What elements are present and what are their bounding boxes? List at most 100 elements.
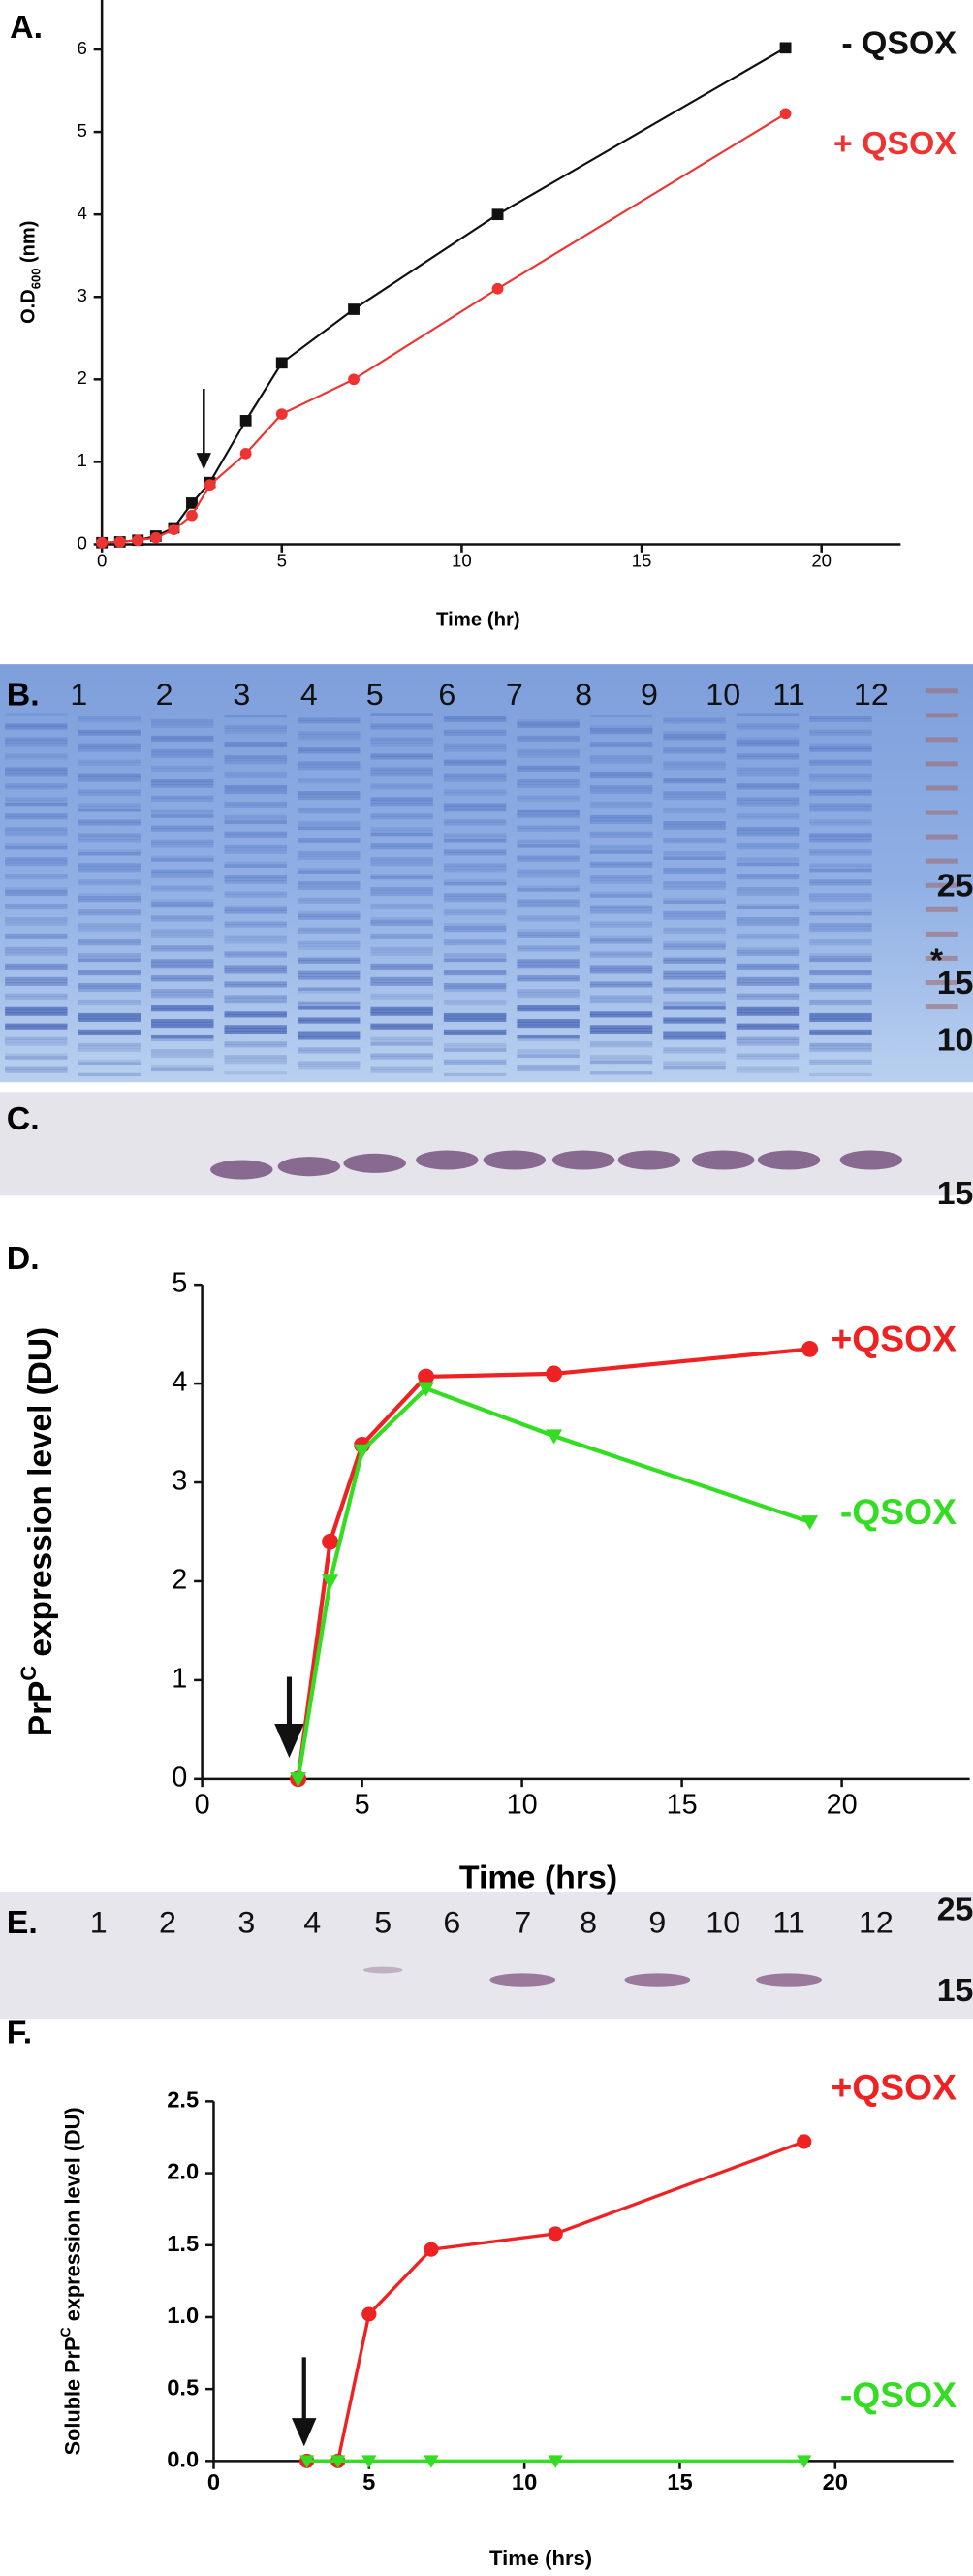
gel-band (5, 1066, 68, 1070)
gel-band (663, 731, 726, 735)
gel-band (370, 1042, 433, 1046)
x-tick-label: 15 (632, 551, 652, 571)
gel-band (151, 1007, 214, 1012)
gel-band (517, 1049, 580, 1053)
gel-band (517, 975, 580, 979)
gel-band (151, 748, 214, 753)
size-marker: 10 (937, 1023, 973, 1059)
gel-band (517, 964, 580, 969)
gel-band (151, 1021, 214, 1026)
gel-band (663, 940, 726, 945)
marker (491, 208, 504, 221)
gel-band (663, 1061, 726, 1065)
gel-band (224, 1044, 287, 1048)
gel-band (224, 981, 287, 985)
gel-band (297, 886, 361, 890)
gel-band (297, 946, 361, 950)
gel-band (224, 714, 287, 718)
gel-band (736, 1012, 800, 1016)
gel-band (517, 1054, 580, 1059)
gel-band (736, 976, 800, 981)
gel-band (517, 935, 580, 938)
gel-band (151, 948, 214, 952)
y-label-part: O.D (18, 289, 40, 324)
gel-band (370, 916, 433, 921)
gel-band (370, 946, 433, 951)
x-axis-label: Time (hrs) (489, 2546, 592, 2570)
gel-band (443, 1015, 507, 1020)
gel-band (736, 946, 800, 951)
gel-band (151, 918, 214, 922)
gel-band (663, 1006, 726, 1010)
marker-band (925, 761, 958, 767)
gel-band (151, 721, 214, 726)
gel-band (151, 932, 214, 936)
gel-band (297, 900, 361, 904)
gel-band (5, 1006, 68, 1011)
gel-band (736, 783, 800, 787)
gel-band (443, 789, 507, 793)
chart: 0 5 10 15 20 0 1 2 3 4 5 Time (hrs) PrPC expression … (16, 1268, 970, 1895)
gel-band (5, 889, 68, 894)
x-tick-label: 5 (362, 2469, 375, 2495)
y-tick-label: 0.5 (167, 2374, 199, 2400)
gel-band (297, 1061, 361, 1065)
gel-band (78, 729, 141, 733)
legend-label: - QSOX (841, 26, 957, 62)
gel-band (370, 979, 433, 984)
gel-band (589, 801, 653, 806)
gel-band (224, 801, 287, 806)
gel-band (297, 823, 361, 828)
gel-band (736, 916, 800, 921)
gel-band (663, 973, 726, 977)
gel-band (589, 725, 653, 729)
gel-band (589, 940, 653, 944)
gel-band (224, 877, 287, 881)
gel-band (809, 928, 872, 933)
gel-band (297, 821, 361, 825)
gel-band (443, 718, 507, 722)
size-marker: 25 (937, 869, 973, 905)
gel-band (5, 875, 68, 880)
gel-band (736, 982, 800, 986)
marker (779, 42, 792, 54)
gel-band (224, 755, 287, 759)
gel-band (809, 792, 872, 796)
panel-label: B. (7, 678, 40, 714)
gel-band (443, 999, 507, 1003)
gel-band (517, 748, 580, 753)
marker (239, 448, 252, 460)
gel-band (5, 832, 68, 837)
series-line (296, 1385, 811, 1780)
gel-band (151, 1054, 214, 1059)
blot-band (756, 1973, 822, 1987)
gel-band (736, 786, 800, 790)
gel-band (224, 1025, 287, 1029)
gel-band (151, 1034, 214, 1039)
gel-band (443, 839, 507, 843)
gel-band (517, 754, 580, 758)
gel-band (443, 869, 507, 873)
gel-band (224, 938, 287, 941)
gel-band (5, 1009, 68, 1013)
gel-band (736, 723, 800, 727)
gel-band (809, 776, 872, 779)
gel-band (443, 1002, 507, 1006)
gel-band (224, 817, 287, 822)
gel-band (370, 936, 433, 940)
y-tick-label: 6 (78, 38, 87, 58)
gel-band (78, 939, 141, 943)
y-label-part: PrP (23, 1681, 59, 1737)
gel-band (809, 926, 872, 930)
gel-band (663, 853, 726, 858)
gel-band (736, 1006, 800, 1011)
gel-band (589, 921, 653, 925)
gel-band (443, 941, 507, 946)
gel-band (5, 1023, 68, 1027)
gel-band (443, 779, 507, 782)
gel-band (589, 861, 653, 866)
gel-band (224, 1014, 287, 1018)
gel-band (443, 863, 507, 867)
gel-band (443, 1012, 507, 1017)
gel-band (370, 723, 433, 727)
